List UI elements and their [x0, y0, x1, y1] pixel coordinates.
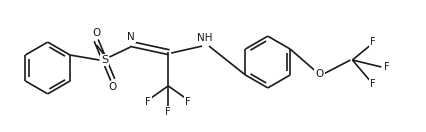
- Text: N: N: [127, 32, 135, 42]
- Text: O: O: [108, 82, 116, 92]
- Text: F: F: [185, 97, 190, 107]
- Text: O: O: [92, 28, 101, 38]
- Text: O: O: [315, 69, 323, 79]
- Text: F: F: [383, 62, 389, 72]
- Text: F: F: [368, 37, 374, 47]
- Text: N: N: [127, 32, 135, 42]
- Text: O: O: [108, 82, 116, 92]
- Text: S: S: [101, 55, 108, 65]
- Text: F: F: [145, 97, 151, 107]
- Text: NH: NH: [197, 33, 212, 43]
- Text: F: F: [368, 79, 374, 89]
- Text: F: F: [368, 37, 374, 47]
- Text: O: O: [92, 28, 101, 38]
- Text: NH: NH: [197, 33, 212, 43]
- Text: F: F: [165, 107, 170, 117]
- Text: F: F: [368, 79, 374, 89]
- Text: F: F: [165, 107, 170, 117]
- Text: S: S: [101, 55, 108, 65]
- Text: F: F: [383, 62, 389, 72]
- Text: F: F: [185, 97, 190, 107]
- Text: F: F: [145, 97, 151, 107]
- Text: O: O: [315, 69, 323, 79]
